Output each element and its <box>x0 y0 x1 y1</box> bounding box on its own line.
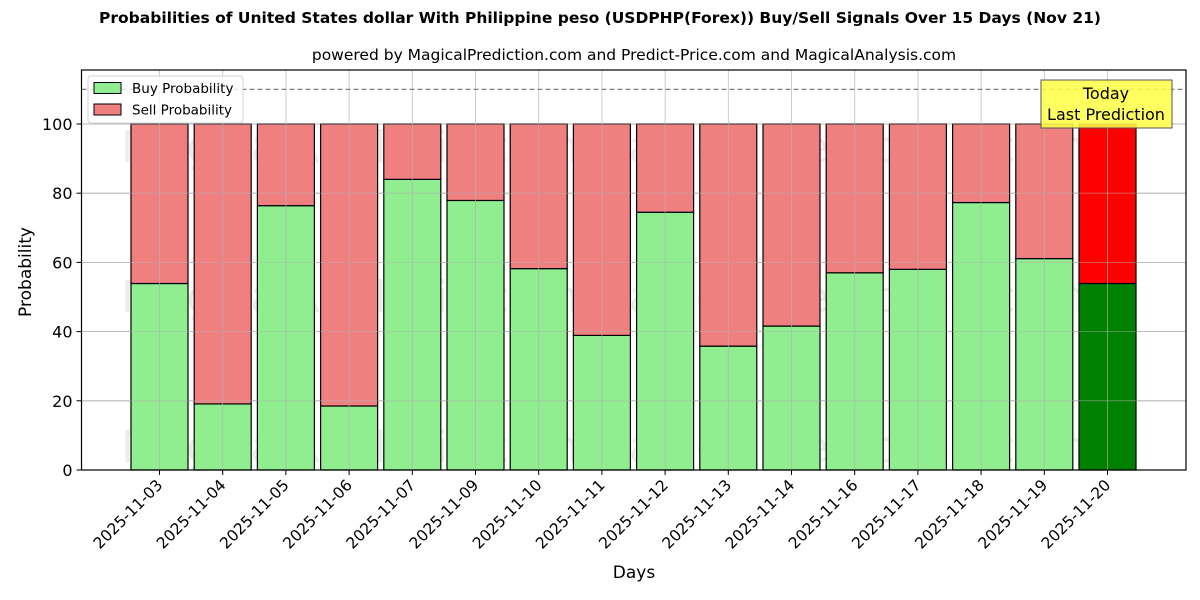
plot-frame <box>80 69 1187 471</box>
legend-box <box>87 75 244 124</box>
annotation-line-1: Today <box>1082 84 1129 103</box>
chart-title: Probabilities of United States dollar Wi… <box>99 9 1101 27</box>
y-tick-label: 0 <box>62 461 72 480</box>
y-tick-label: 100 <box>42 115 73 134</box>
today-annotation: Today Last Prediction <box>1040 79 1173 129</box>
chart-subtitle: powered by MagicalPrediction.com and Pre… <box>311 46 957 64</box>
legend-buy-swatch <box>93 82 122 94</box>
legend-buy-label: Buy Probability <box>132 81 233 97</box>
y-axis: 0 20 40 60 80 100 <box>42 115 82 480</box>
y-axis-label: Probability <box>16 227 36 317</box>
y-tick-label: 20 <box>52 392 72 411</box>
annotation-box <box>1040 79 1173 129</box>
y-tick-label: 80 <box>52 184 72 203</box>
x-axis-label: Days <box>612 563 656 583</box>
y-tick-label: 60 <box>52 253 72 272</box>
annotation-line-2: Last Prediction <box>1047 105 1165 124</box>
legend: Buy Probability Sell Probability <box>87 75 244 124</box>
legend-sell-swatch <box>93 103 122 116</box>
legend-sell-label: Sell Probability <box>132 103 232 119</box>
y-tick-label: 40 <box>52 323 72 342</box>
x-axis: 2025-11-032025-11-042025-11-052025-11-06… <box>90 470 1114 553</box>
